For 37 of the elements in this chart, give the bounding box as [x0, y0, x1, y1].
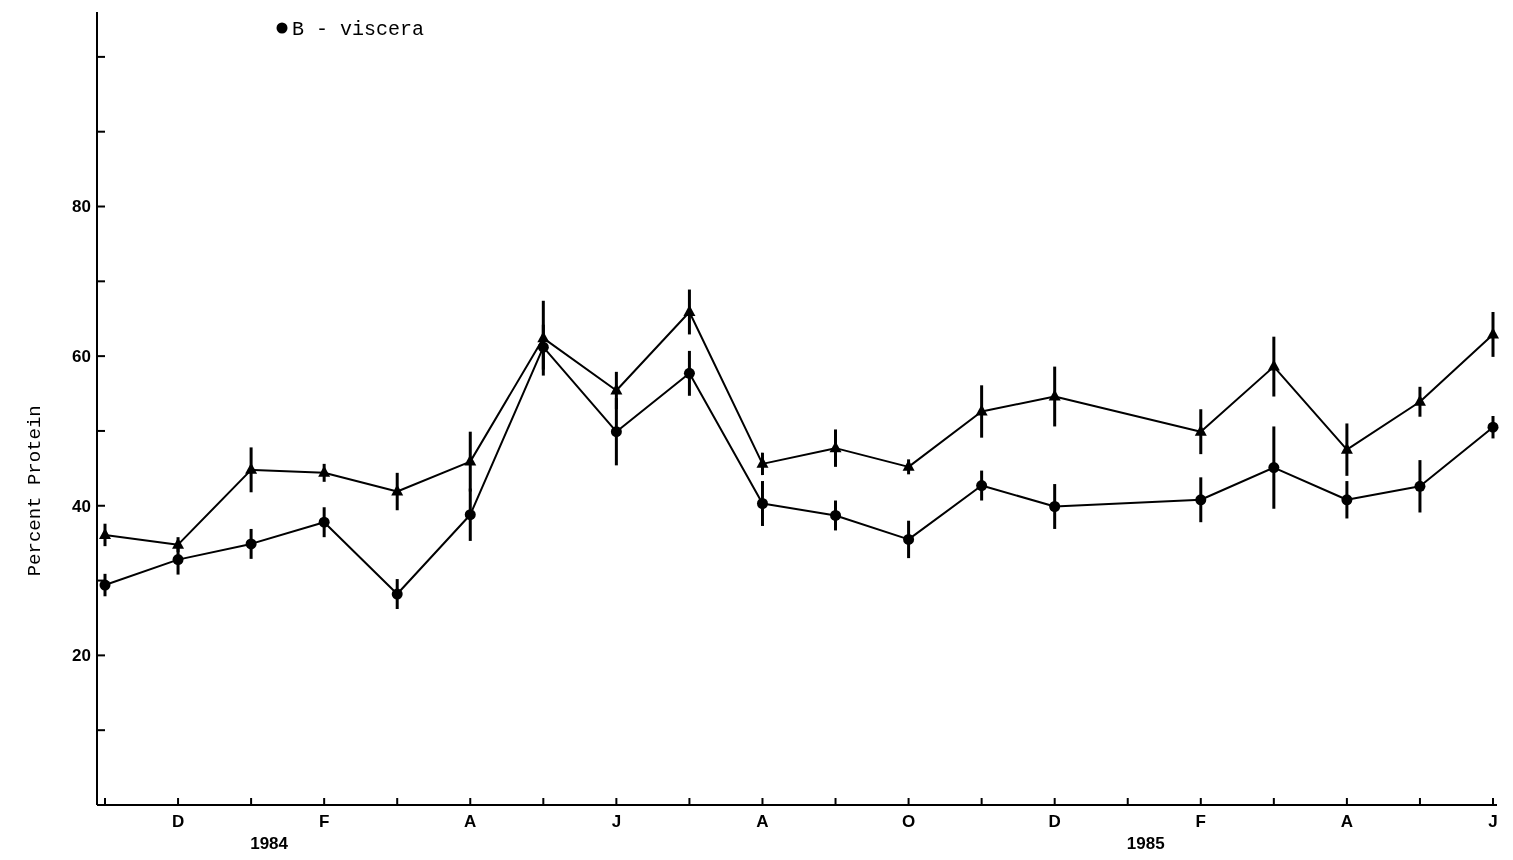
y-axis-title: Percent Protein	[24, 405, 46, 577]
x-tick-label: A	[756, 812, 769, 831]
point	[464, 509, 476, 521]
point	[245, 538, 257, 550]
text: 1984	[250, 834, 289, 853]
point	[537, 341, 549, 353]
y-tick-label: 80	[72, 197, 91, 217]
point	[903, 533, 915, 545]
point	[318, 516, 330, 528]
point	[172, 554, 184, 566]
point	[1195, 494, 1207, 506]
point	[1268, 462, 1280, 474]
y-tick-label: 60	[72, 347, 91, 367]
point	[1487, 421, 1499, 433]
x-tick-label: J	[611, 812, 622, 831]
y-tick-label: 20	[72, 646, 91, 666]
x-tick-label: D	[171, 812, 185, 831]
y-tick-label: 40	[72, 496, 91, 516]
x-tick-label: J	[1488, 812, 1498, 831]
legend-label: B - viscera	[292, 18, 425, 41]
x-tick-label: D	[1048, 812, 1061, 831]
x-tick-label: A	[464, 812, 477, 831]
x-tick-label: O	[901, 812, 916, 831]
point	[391, 588, 403, 600]
point	[1414, 480, 1426, 492]
point	[976, 480, 988, 492]
x-tick-label: F	[318, 812, 330, 831]
point	[99, 579, 111, 591]
point	[683, 367, 695, 379]
point	[830, 509, 842, 521]
point	[1049, 501, 1061, 512]
point	[1341, 494, 1353, 506]
point	[756, 498, 768, 510]
x-tick-label: A	[1340, 812, 1354, 831]
point	[610, 426, 622, 438]
text: 1985	[1126, 834, 1165, 853]
x-tick-label: F	[1195, 812, 1206, 831]
